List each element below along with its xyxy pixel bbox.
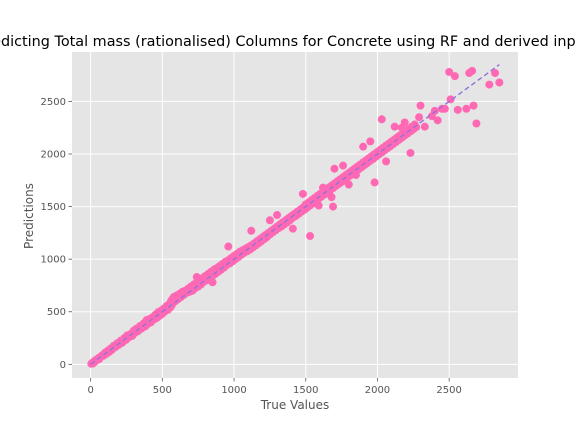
data-point: [359, 142, 368, 151]
data-point: [430, 106, 439, 115]
data-point: [265, 216, 274, 225]
data-point: [462, 104, 471, 113]
grid-lines: [72, 52, 518, 378]
data-point: [370, 178, 379, 187]
x-axis-label: True Values: [260, 398, 330, 412]
y-tick-label: 2500: [41, 97, 66, 108]
data-point: [412, 123, 421, 132]
data-point: [420, 122, 429, 131]
data-point: [306, 232, 315, 241]
data-point: [344, 180, 353, 189]
data-point: [400, 118, 409, 127]
data-point: [491, 69, 500, 78]
data-point: [468, 66, 477, 75]
y-tick-label: 2000: [41, 150, 66, 161]
x-tick-label: 1000: [221, 385, 246, 396]
x-tick-label: 500: [153, 385, 172, 396]
identity-line: [90, 64, 500, 365]
y-axis: 0 500 1000 1500 2000 2500: [41, 97, 72, 371]
data-point: [247, 226, 256, 235]
data-point: [192, 273, 201, 282]
data-point: [330, 164, 339, 173]
y-tick-label: 1000: [41, 255, 66, 266]
data-point: [327, 193, 336, 202]
data-points: [87, 66, 504, 368]
data-point: [318, 183, 327, 192]
data-point: [450, 72, 459, 81]
x-tick-label: 2000: [365, 385, 390, 396]
data-point: [390, 122, 399, 131]
chart-title: Predicting Total mass (rationalised) Col…: [0, 34, 576, 50]
y-tick-label: 0: [60, 360, 66, 371]
y-tick-label: 1500: [41, 202, 66, 213]
y-tick-label: 500: [47, 307, 66, 318]
data-point: [495, 78, 504, 87]
data-point: [382, 157, 391, 166]
data-point: [416, 101, 425, 110]
data-point: [433, 116, 442, 125]
data-point: [329, 202, 338, 211]
x-axis: 0 500 1000 1500 2000 2500: [87, 378, 462, 396]
data-point: [445, 67, 454, 76]
data-point: [415, 113, 424, 122]
data-point: [339, 161, 348, 170]
data-point: [406, 148, 415, 157]
x-tick-label: 0: [87, 385, 93, 396]
data-point: [453, 105, 462, 114]
data-point: [351, 171, 360, 180]
data-point: [469, 101, 478, 110]
x-tick-label: 2500: [436, 385, 461, 396]
data-point: [224, 242, 233, 251]
data-point: [298, 189, 307, 198]
data-point: [314, 201, 323, 210]
x-tick-label: 1500: [293, 385, 318, 396]
data-point: [485, 80, 494, 89]
data-point: [288, 224, 297, 233]
data-point: [273, 211, 282, 219]
data-point: [366, 137, 375, 146]
data-point: [208, 278, 217, 287]
data-point: [377, 115, 386, 124]
y-axis-label: Predictions: [22, 183, 36, 249]
data-point: [472, 119, 481, 128]
